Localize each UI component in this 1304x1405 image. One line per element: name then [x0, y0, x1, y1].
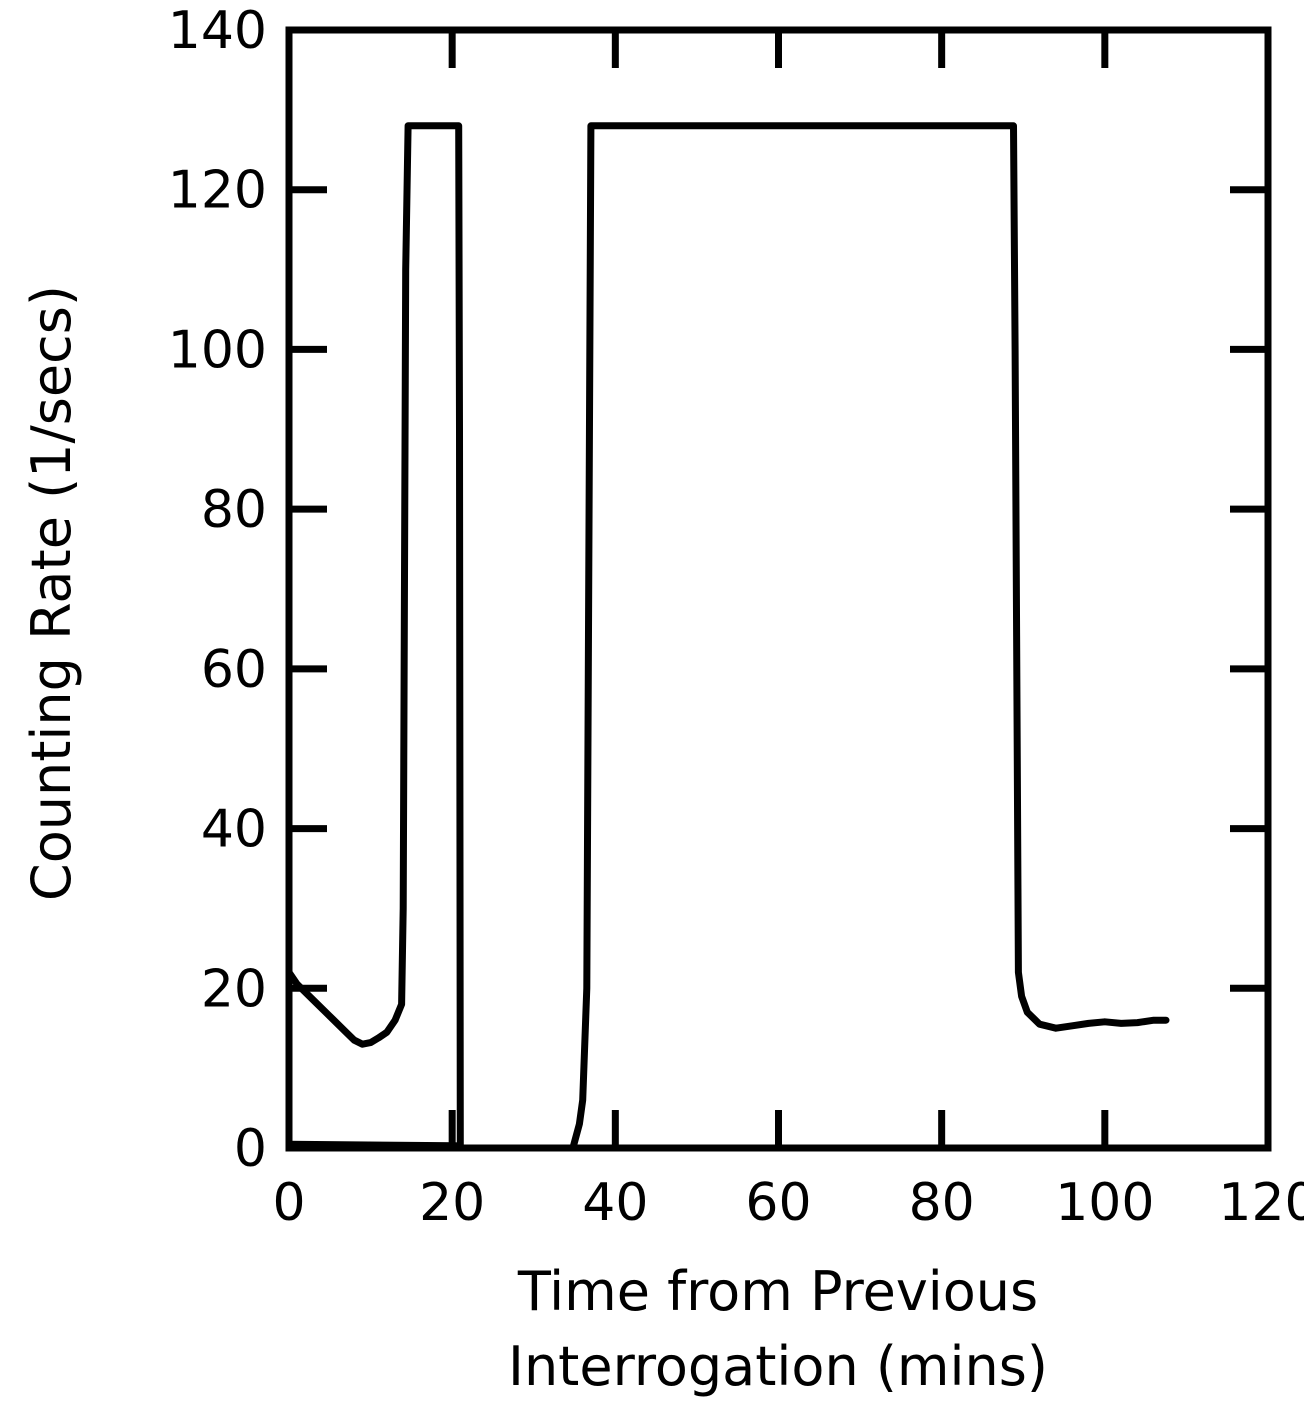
- y-axis-title: Counting Rate (1/secs): [20, 285, 83, 901]
- x-tick-label: 40: [582, 1173, 648, 1233]
- y-tick-label: 140: [168, 1, 267, 61]
- y-tick-label: 60: [201, 640, 267, 700]
- y-tick-label: 120: [168, 161, 267, 221]
- tick-labels: 0 20 40 60 80 100 120 0 20 40 60 80 100 120 140: [168, 1, 1304, 1233]
- y-tick-label: 80: [201, 480, 267, 540]
- x-tick-label: 60: [745, 1173, 811, 1233]
- baseline-segment: [286, 1140, 459, 1148]
- x-tick-label: 120: [1218, 1173, 1304, 1233]
- y-tick-label: 40: [201, 800, 267, 860]
- series-group: [285, 122, 1170, 1152]
- x-tick-label: 20: [419, 1173, 485, 1233]
- y-tick-label: 20: [201, 959, 267, 1019]
- x-tick-label: 0: [272, 1173, 305, 1233]
- x-tick-label: 100: [1055, 1173, 1154, 1233]
- x-axis-title-line-1: Time from Previous: [517, 1260, 1038, 1323]
- y-tick-label: 100: [168, 320, 267, 380]
- x-tick-label: 80: [909, 1173, 975, 1233]
- series-line: [285, 122, 1170, 1152]
- x-axis-title-line-2: Interrogation (mins): [508, 1335, 1048, 1398]
- plot-frame: [285, 26, 1272, 1152]
- y-tick-label: 0: [234, 1119, 267, 1179]
- plot-area: [285, 26, 1272, 1152]
- ticks: [289, 30, 1268, 1148]
